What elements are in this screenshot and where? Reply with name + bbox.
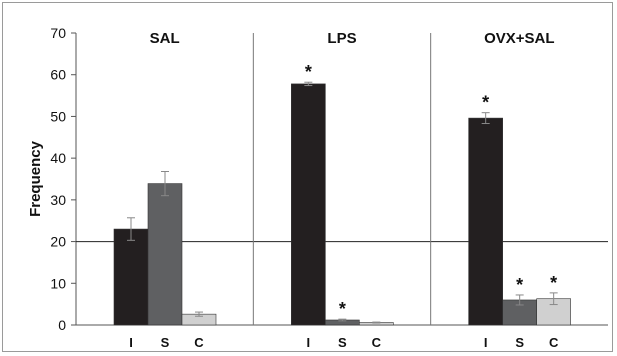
y-tick-label: 60	[50, 67, 66, 83]
x-tick-label: S	[338, 335, 347, 350]
x-tick-label: S	[161, 335, 170, 350]
y-tick-label: 10	[50, 275, 66, 291]
y-tick-label: 0	[58, 317, 66, 333]
significance-star: *	[339, 299, 346, 319]
significance-star: *	[482, 93, 489, 113]
x-tick-label: I	[307, 335, 311, 350]
x-tick-label: S	[515, 335, 524, 350]
x-tick-label: C	[549, 335, 559, 350]
bar	[468, 117, 503, 326]
y-tick-label: 40	[50, 150, 66, 166]
y-axis-label: Frequency	[27, 140, 44, 217]
significance-star: *	[516, 275, 523, 295]
x-tick-label: I	[484, 335, 488, 350]
panel-title: LPS	[327, 30, 356, 47]
y-tick-label: 20	[50, 234, 66, 250]
x-tick-label: C	[372, 335, 382, 350]
bar	[147, 183, 183, 326]
bar	[291, 83, 326, 326]
y-tick-label: 70	[50, 25, 66, 41]
x-tick-label: C	[194, 335, 204, 350]
bars-layer	[113, 81, 571, 326]
x-tick-label: I	[129, 335, 133, 350]
significance-star: *	[550, 273, 557, 293]
y-tick-label: 50	[50, 108, 66, 124]
panel-title: SAL	[150, 30, 180, 47]
significance-star: *	[305, 62, 312, 82]
y-tick-label: 30	[50, 192, 66, 208]
bar	[113, 228, 149, 326]
panel-title: OVX+SAL	[484, 30, 554, 47]
labels-layer: 0 10 20 30 40 50 60 70 SAL I S C LPS * I * S C OVX+SAL * I * S…	[50, 25, 559, 350]
